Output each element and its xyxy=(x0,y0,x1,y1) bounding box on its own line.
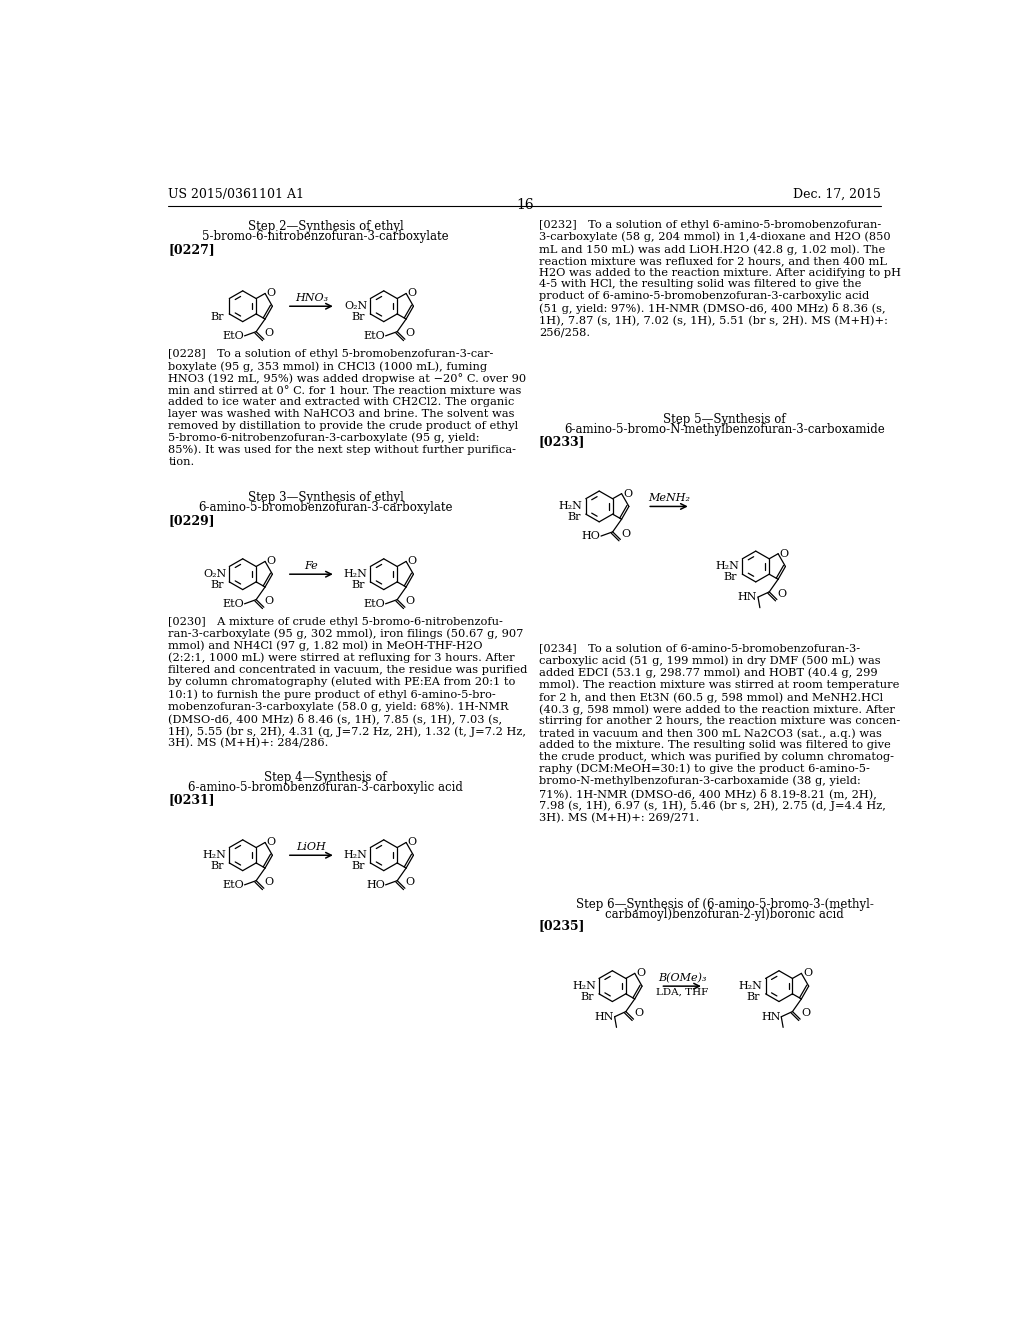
Text: HN: HN xyxy=(761,1011,780,1022)
Text: MeNH₂: MeNH₂ xyxy=(648,494,690,503)
Text: Br: Br xyxy=(351,312,365,322)
Text: O: O xyxy=(408,289,417,298)
Text: H₂N: H₂N xyxy=(572,981,596,991)
Text: H₂N: H₂N xyxy=(738,981,763,991)
Text: EtO: EtO xyxy=(222,331,244,341)
Text: 6-amino-5-bromo-N-methylbenzofuran-3-carboxamide: 6-amino-5-bromo-N-methylbenzofuran-3-car… xyxy=(564,422,885,436)
Text: Dec. 17, 2015: Dec. 17, 2015 xyxy=(794,187,882,201)
Text: Br: Br xyxy=(580,991,594,1002)
Text: HN: HN xyxy=(594,1011,613,1022)
Text: HO: HO xyxy=(366,880,385,890)
Text: O: O xyxy=(636,969,645,978)
Text: Step 4—Synthesis of: Step 4—Synthesis of xyxy=(264,771,387,784)
Text: EtO: EtO xyxy=(364,331,385,341)
Text: Step 3—Synthesis of ethyl: Step 3—Synthesis of ethyl xyxy=(248,491,403,504)
Text: US 2015/0361101 A1: US 2015/0361101 A1 xyxy=(168,187,304,201)
Text: 5-bromo-6-nitrobenzofuran-3-carboxylate: 5-bromo-6-nitrobenzofuran-3-carboxylate xyxy=(203,230,449,243)
Text: H₂N: H₂N xyxy=(716,561,739,572)
Text: Br: Br xyxy=(210,861,224,871)
Text: H₂N: H₂N xyxy=(343,569,368,578)
Text: [0233]: [0233] xyxy=(539,436,586,449)
Text: O: O xyxy=(406,597,415,606)
Text: O: O xyxy=(777,589,786,599)
Text: [0227]: [0227] xyxy=(168,243,215,256)
Text: Br: Br xyxy=(724,573,737,582)
Text: O₂N: O₂N xyxy=(344,301,368,310)
Text: LiOH: LiOH xyxy=(296,842,327,853)
Text: O: O xyxy=(624,488,632,499)
Text: H₂N: H₂N xyxy=(559,502,583,511)
Text: O: O xyxy=(803,969,812,978)
Text: carbamoyl)benzofuran-2-yl)boronic acid: carbamoyl)benzofuran-2-yl)boronic acid xyxy=(605,908,844,920)
Text: B(OMe)₃: B(OMe)₃ xyxy=(657,973,707,983)
Text: HN: HN xyxy=(737,593,757,602)
Text: [0232] To a solution of ethyl 6-amino-5-bromobenzofuran-
3-carboxylate (58 g, 20: [0232] To a solution of ethyl 6-amino-5-… xyxy=(539,220,901,338)
Text: Br: Br xyxy=(351,579,365,590)
Text: O: O xyxy=(408,557,417,566)
Text: O: O xyxy=(801,1008,810,1019)
Text: Br: Br xyxy=(746,991,760,1002)
Text: O: O xyxy=(406,329,415,338)
Text: H₂N: H₂N xyxy=(203,850,226,859)
Text: EtO: EtO xyxy=(222,880,244,890)
Text: Br: Br xyxy=(210,312,224,322)
Text: Br: Br xyxy=(567,512,581,523)
Text: EtO: EtO xyxy=(364,599,385,609)
Text: Step 5—Synthesis of: Step 5—Synthesis of xyxy=(664,412,786,425)
Text: HNO₃: HNO₃ xyxy=(295,293,328,304)
Text: O: O xyxy=(266,557,275,566)
Text: O: O xyxy=(266,837,275,847)
Text: HO: HO xyxy=(582,531,600,541)
Text: 16: 16 xyxy=(516,198,534,213)
Text: LDA, THF: LDA, THF xyxy=(656,987,709,997)
Text: O: O xyxy=(406,878,415,887)
Text: O: O xyxy=(264,329,273,338)
Text: [0231]: [0231] xyxy=(168,793,215,807)
Text: H₂N: H₂N xyxy=(343,850,368,859)
Text: O: O xyxy=(408,837,417,847)
Text: O: O xyxy=(622,529,630,539)
Text: 6-amino-5-bromobenzofuran-3-carboxylic acid: 6-amino-5-bromobenzofuran-3-carboxylic a… xyxy=(188,780,463,793)
Text: EtO: EtO xyxy=(222,599,244,609)
Text: O: O xyxy=(634,1008,643,1019)
Text: Fe: Fe xyxy=(304,561,318,572)
Text: Br: Br xyxy=(210,579,224,590)
Text: O: O xyxy=(264,878,273,887)
Text: O: O xyxy=(779,549,788,558)
Text: [0230] A mixture of crude ethyl 5-bromo-6-nitrobenzofu-
ran-3-carboxylate (95 g,: [0230] A mixture of crude ethyl 5-bromo-… xyxy=(168,616,527,748)
Text: Br: Br xyxy=(351,861,365,871)
Text: [0229]: [0229] xyxy=(168,515,215,527)
Text: [0234] To a solution of 6-amino-5-bromobenzofuran-3-
carboxylic acid (51 g, 199 : [0234] To a solution of 6-amino-5-bromob… xyxy=(539,644,900,824)
Text: [0228] To a solution of ethyl 5-bromobenzofuran-3-car-
boxylate (95 g, 353 mmol): [0228] To a solution of ethyl 5-bromoben… xyxy=(168,350,526,467)
Text: O: O xyxy=(264,597,273,606)
Text: Step 6—Synthesis of (6-amino-5-bromo-3-(methyl-: Step 6—Synthesis of (6-amino-5-bromo-3-(… xyxy=(575,898,873,911)
Text: O₂N: O₂N xyxy=(203,569,226,578)
Text: [0235]: [0235] xyxy=(539,919,586,932)
Text: Step 2—Synthesis of ethyl: Step 2—Synthesis of ethyl xyxy=(248,220,403,234)
Text: O: O xyxy=(266,289,275,298)
Text: 6-amino-5-bromobenzofuran-3-carboxylate: 6-amino-5-bromobenzofuran-3-carboxylate xyxy=(199,502,453,513)
